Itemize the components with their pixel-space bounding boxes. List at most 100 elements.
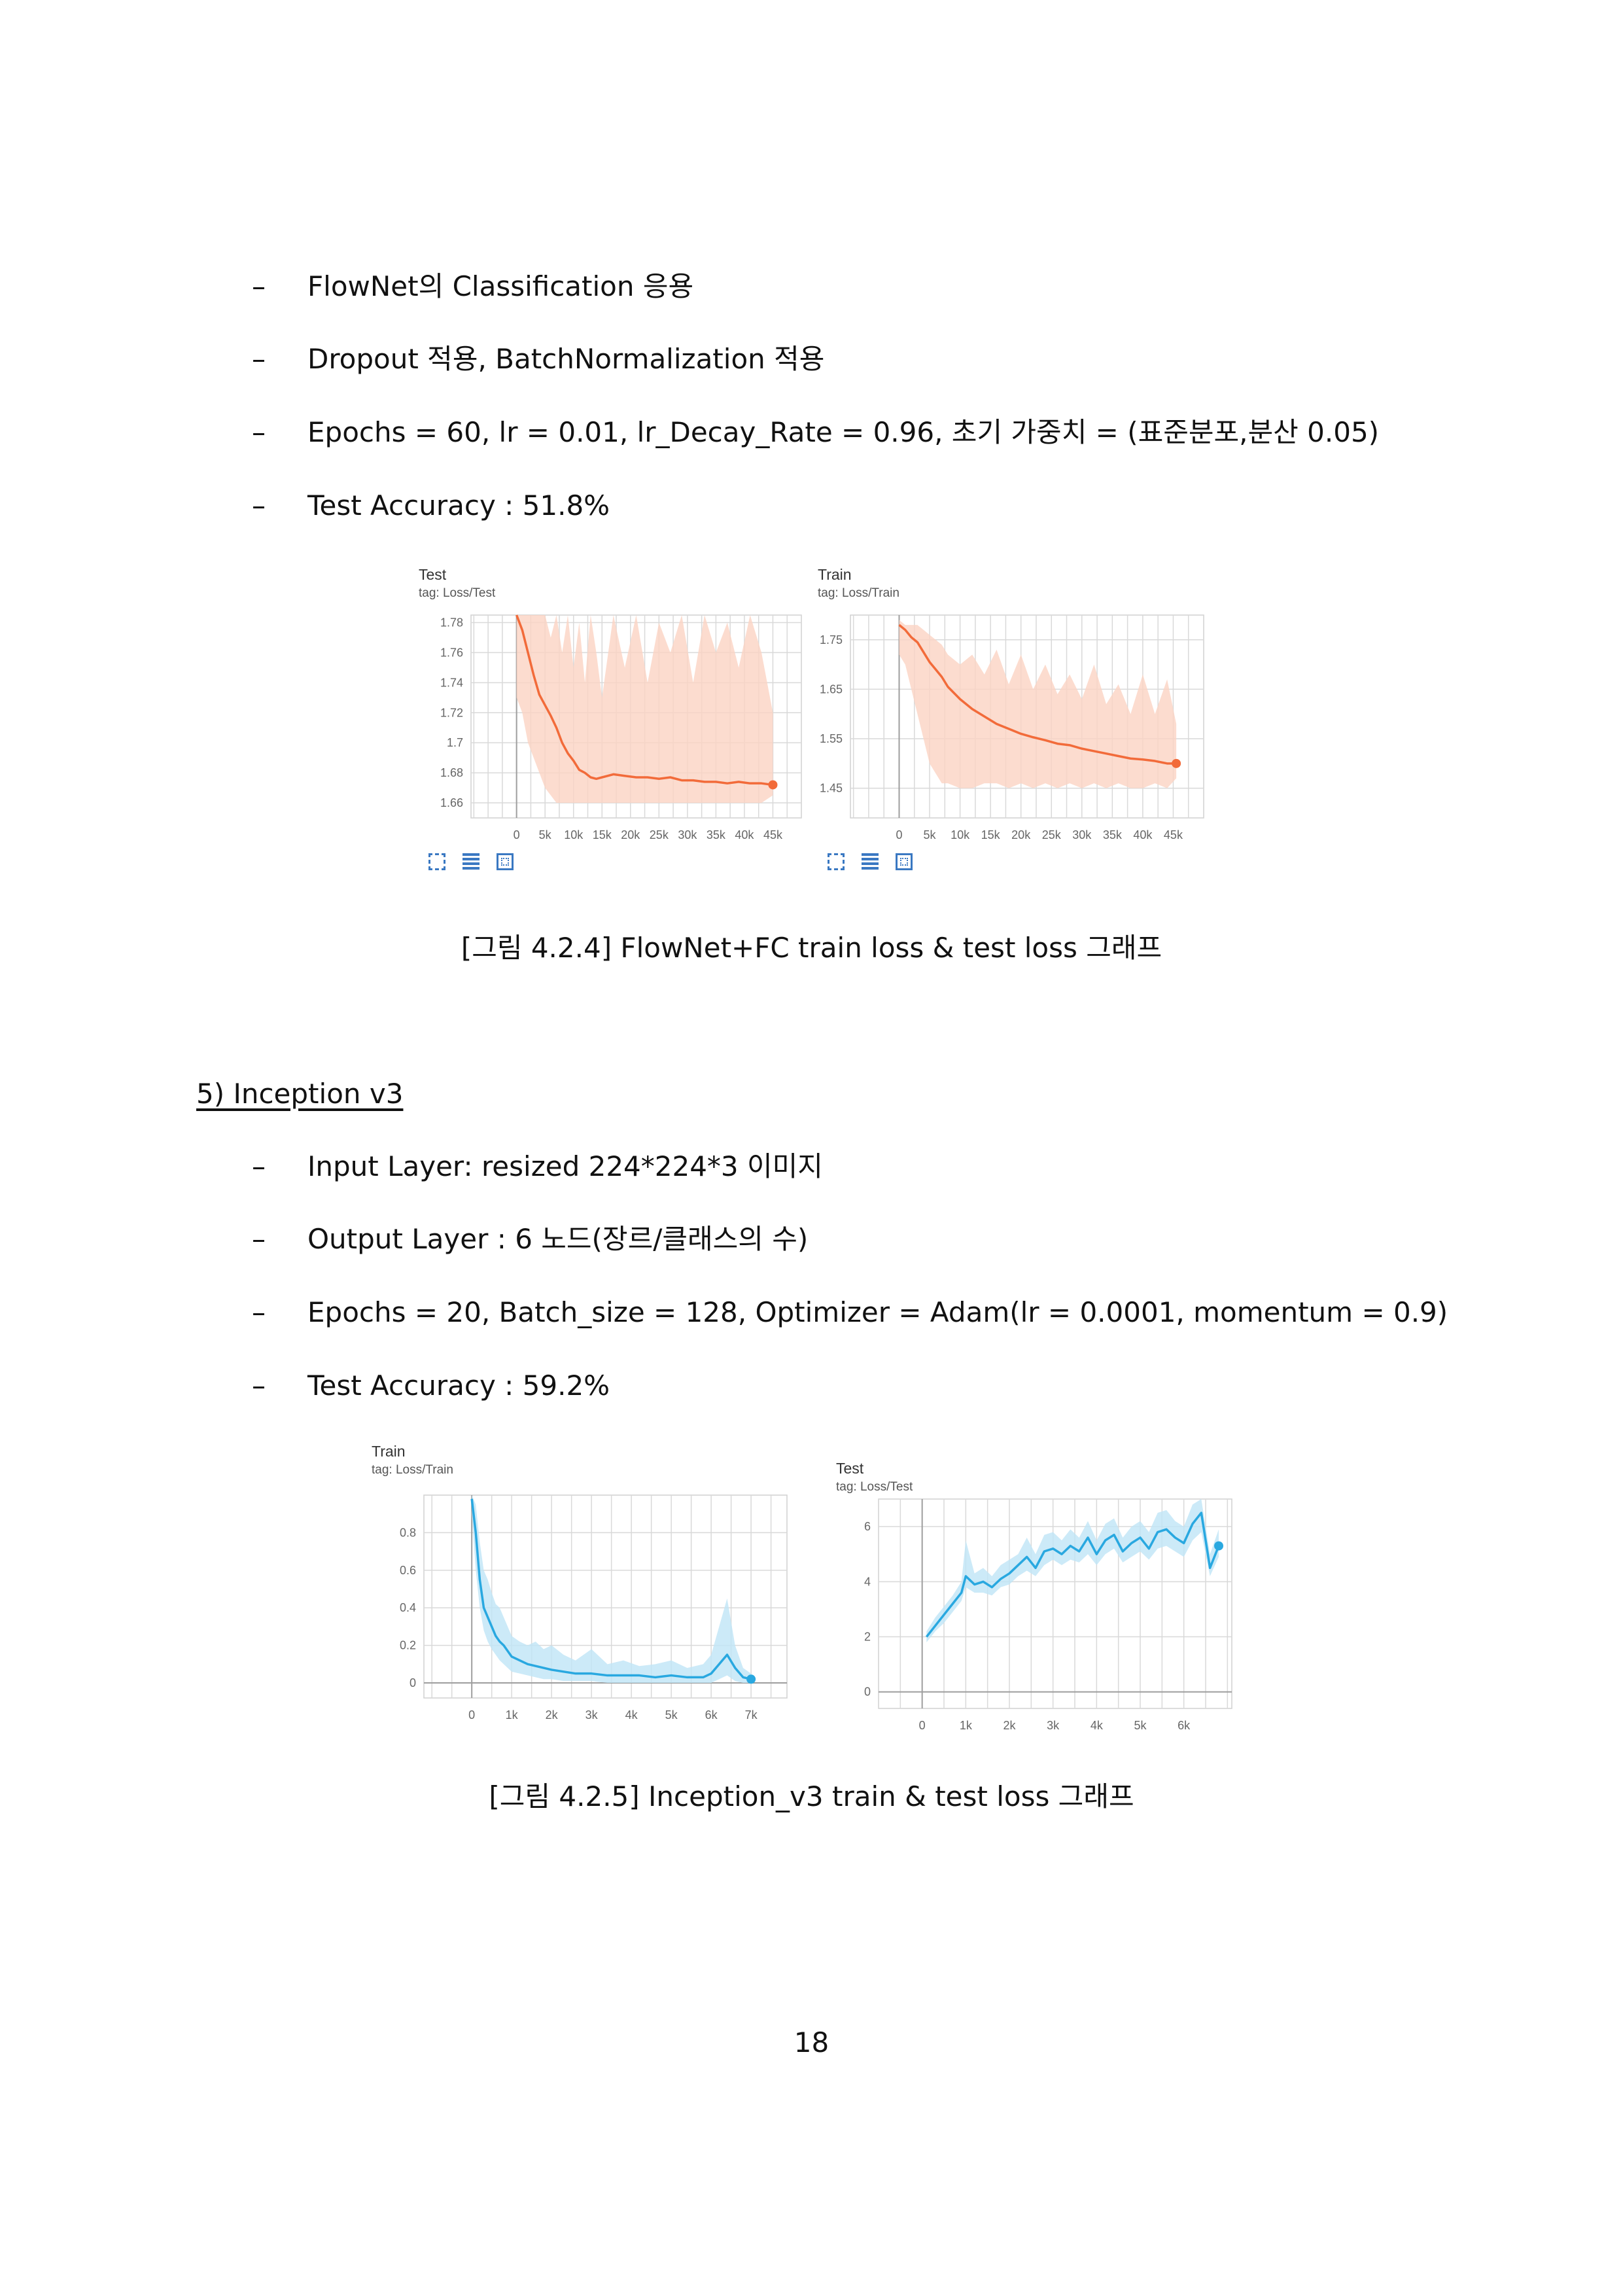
bullet-text: Test Accuracy : 59.2%	[307, 1369, 610, 1402]
x-tick-label: 15k	[981, 828, 1001, 841]
y-tick-label: 1.74	[440, 676, 463, 689]
y-tick-label: 4	[864, 1575, 871, 1588]
bullet-dash: –	[252, 343, 266, 375]
x-tick-label: 1k	[506, 1708, 519, 1722]
inception-train-loss-chart: Train tag: Loss/Train 0 0.2 0.4 0.6 0.8 0 1k 2k 3k…	[365, 1439, 797, 1740]
x-tick-label: 35k	[1103, 828, 1123, 841]
chart-title: Train	[818, 566, 852, 583]
x-tick-label: 2k	[546, 1708, 559, 1722]
raw-series-band	[926, 1499, 1219, 1642]
chart-svg: Train tag: Loss/Train 1.45 1.55 1.65 1.75 0 5k 1…	[818, 566, 1204, 841]
x-tick-label: 20k	[621, 828, 640, 841]
fit-domain-icon[interactable]	[497, 853, 514, 870]
series-end-point	[1172, 758, 1181, 768]
series-line	[470, 1498, 752, 1680]
expand-icon[interactable]	[828, 853, 845, 870]
x-tick-label: 45k	[1164, 828, 1183, 841]
y-tick-label: 6	[864, 1520, 871, 1533]
fit-domain-icon[interactable]	[896, 853, 913, 870]
x-tick-label: 30k	[1072, 828, 1092, 841]
figure-caption: [그림 4.2.4] FlowNet+FC train loss & test …	[461, 932, 1162, 964]
y-tick-label: 0.4	[400, 1601, 416, 1614]
inception-test-loss-chart: Test tag: Loss/Test 0 2 4 6 0 1k 2k 3k 4k 5k 6k	[829, 1457, 1248, 1751]
chart-svg: Train tag: Loss/Train 0 0.2 0.4 0.6 0.8 0 1k 2k 3k…	[372, 1443, 788, 1722]
y-tick-label: 1.55	[820, 732, 843, 745]
list-lines-icon[interactable]	[862, 853, 879, 870]
series-line	[515, 614, 773, 786]
chart-tag: tag: Loss/Train	[818, 586, 899, 600]
bullet-dash: –	[252, 1223, 266, 1255]
x-tick-label: 0	[514, 828, 520, 841]
chart-tag: tag: Loss/Test	[836, 1480, 913, 1494]
raw-series-band	[899, 620, 1177, 788]
bullet-text: Epochs = 60, lr = 0.01, lr_Decay_Rate = …	[307, 416, 1380, 448]
bullet-text: FlowNet의 Classification 응용	[307, 270, 694, 302]
flownet-train-loss-chart: Train tag: Loss/Train 1.45 1.55 1.65 1.75 0 5k 1…	[811, 563, 1204, 851]
x-tick-label: 40k	[1133, 828, 1153, 841]
x-tick-label: 6k	[705, 1708, 718, 1722]
x-tick-label: 0	[468, 1708, 475, 1722]
y-tick-label: 1.65	[820, 682, 843, 696]
chart-tag: tag: Loss/Test	[419, 586, 496, 600]
x-tick-label: 6k	[1178, 1719, 1191, 1732]
x-tick-label: 0	[919, 1719, 926, 1732]
figure-caption: [그림 4.2.5] Inception_v3 train & test los…	[489, 1780, 1134, 1812]
chart-toolbar	[828, 853, 913, 870]
x-tick-label: 25k	[650, 828, 669, 841]
raw-series-band	[516, 615, 773, 804]
series-line	[898, 624, 1177, 765]
x-tick-label: 15k	[593, 828, 612, 841]
x-tick-label: 10k	[564, 828, 584, 841]
x-tick-label: 5k	[539, 828, 552, 841]
y-tick-label: 1.7	[447, 736, 463, 749]
chart-svg: Test tag: Loss/Test 1.66 1.68 1.7 1.72 1.74 1.7…	[419, 566, 802, 841]
y-tick-label: 0	[864, 1686, 871, 1699]
y-tick-label: 1.72	[440, 706, 463, 719]
x-tick-label: 7k	[745, 1708, 758, 1722]
list-lines-icon[interactable]	[462, 853, 480, 870]
y-tick-label: 1.68	[440, 766, 463, 779]
x-tick-label: 10k	[951, 828, 970, 841]
chart-title: Test	[836, 1460, 864, 1477]
y-tick-label: 0.6	[400, 1564, 416, 1577]
chart-tag: tag: Loss/Train	[372, 1463, 453, 1477]
bullet-text: Epochs = 20, Batch_size = 128, Optimizer…	[307, 1296, 1448, 1328]
series-end-point	[768, 780, 778, 790]
x-tick-label: 5k	[1134, 1719, 1147, 1732]
bullet-dash: –	[252, 1296, 266, 1328]
y-tick-label: 1.66	[440, 796, 463, 809]
bullet-dash: –	[252, 489, 266, 521]
x-tick-label: 1k	[960, 1719, 973, 1732]
bullet-dash: –	[252, 1369, 266, 1402]
chart-svg: Test tag: Loss/Test 0 2 4 6 0 1k 2k 3k 4k 5k 6k	[836, 1460, 1232, 1732]
bullet-text: Input Layer: resized 224*224*3 이미지	[307, 1150, 823, 1182]
bullet-text: Output Layer : 6 노드(장르/클래스의 수)	[307, 1223, 809, 1255]
bullet-text: Dropout 적용, BatchNormalization 적용	[307, 343, 825, 375]
x-tick-label: 5k	[924, 828, 937, 841]
bullet-dash: –	[252, 1150, 266, 1182]
bullet-text: Test Accuracy : 51.8%	[307, 489, 610, 521]
y-tick-label: 1.78	[440, 616, 463, 629]
x-tick-label: 4k	[625, 1708, 638, 1722]
x-tick-label: 2k	[1003, 1719, 1016, 1732]
flownet-test-loss-chart: Test tag: Loss/Test 1.66 1.68 1.7 1.72 1.74 1.7…	[412, 563, 805, 851]
expand-icon[interactable]	[428, 853, 445, 870]
y-tick-label: 1.76	[440, 646, 463, 659]
x-tick-label: 20k	[1011, 828, 1031, 841]
bullet-dash: –	[252, 270, 266, 302]
x-tick-label: 35k	[707, 828, 726, 841]
y-tick-label: 0.2	[400, 1639, 416, 1652]
raw-series-band	[472, 1495, 752, 1684]
series-line	[925, 1511, 1220, 1638]
plot-frame	[423, 1494, 788, 1699]
x-tick-label: 25k	[1042, 828, 1062, 841]
y-tick-label: 2	[864, 1631, 871, 1644]
x-tick-label: 4k	[1091, 1719, 1104, 1732]
x-tick-label: 45k	[763, 828, 783, 841]
x-tick-label: 5k	[665, 1708, 678, 1722]
x-tick-label: 30k	[678, 828, 697, 841]
series-end-point	[1214, 1541, 1223, 1551]
page-number: 18	[794, 2026, 829, 2058]
chart-title: Test	[419, 566, 447, 583]
y-tick-label: 0.8	[400, 1526, 416, 1539]
